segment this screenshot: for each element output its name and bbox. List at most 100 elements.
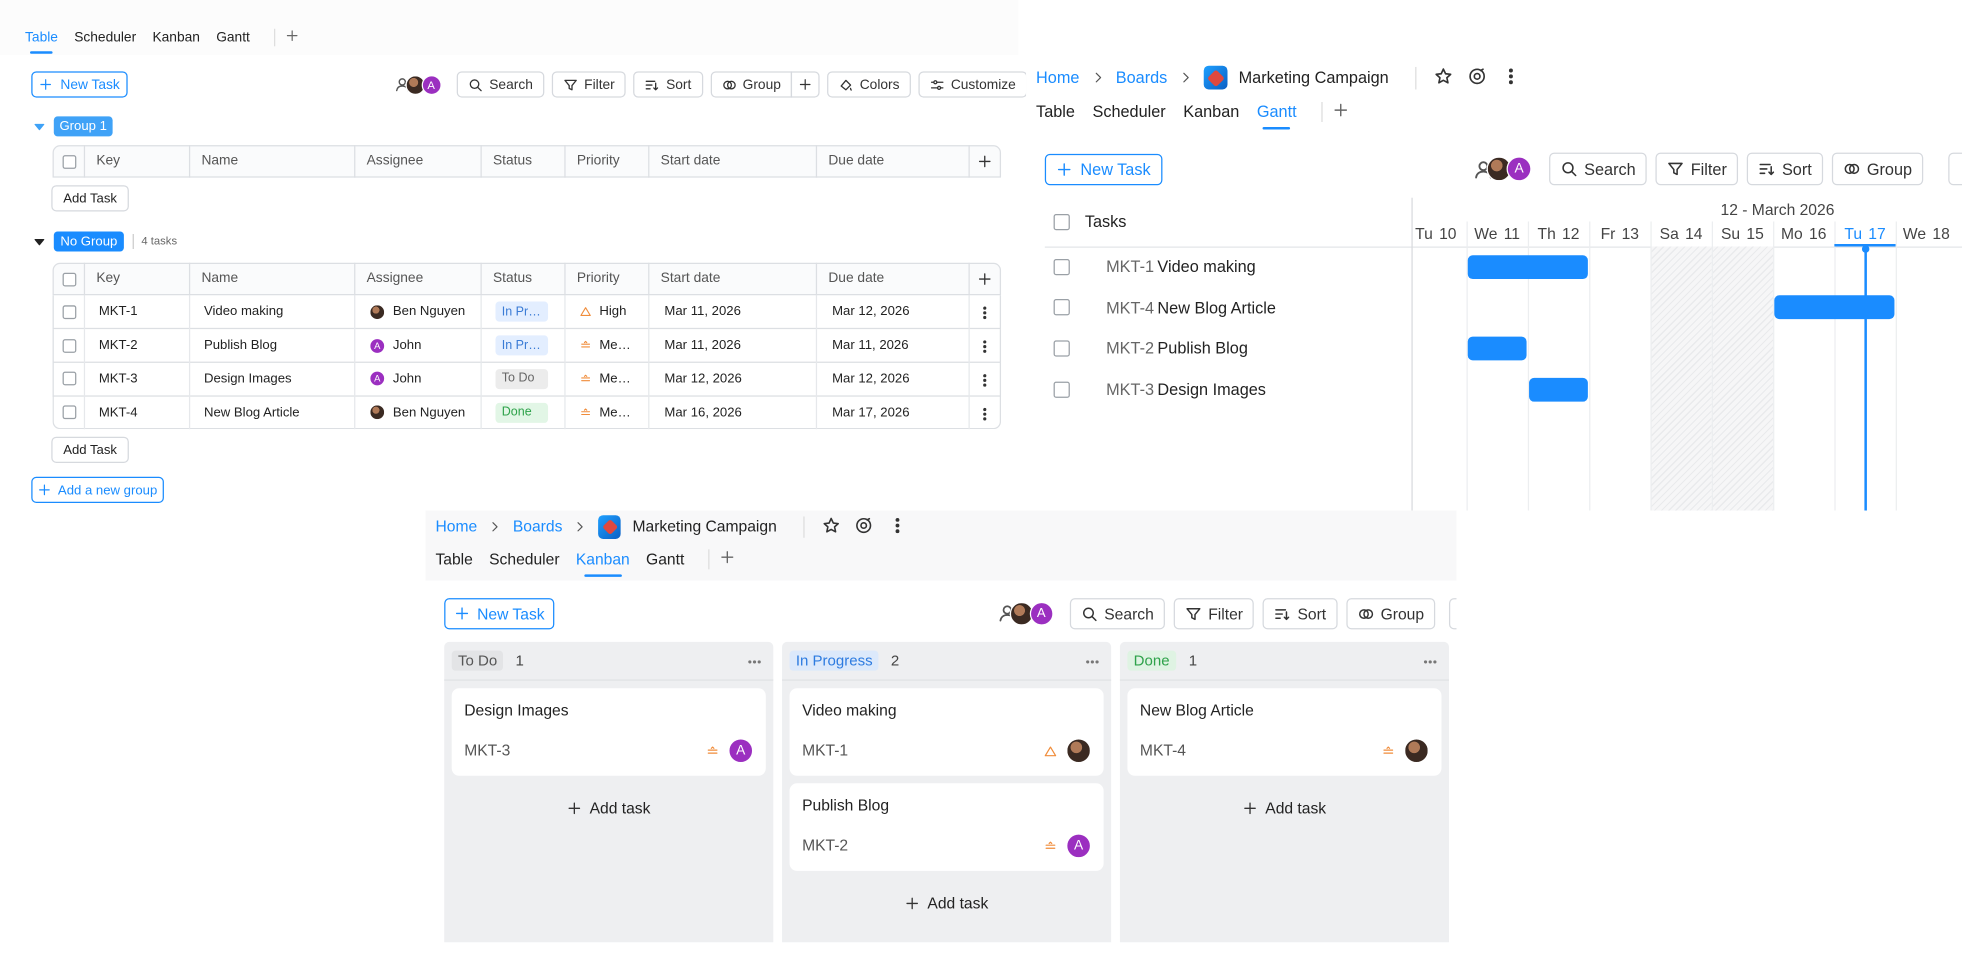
task-name: Design Images — [203, 371, 292, 387]
view-tab[interactable]: Gantt — [646, 550, 685, 569]
breadcrumb-item[interactable]: Boards — [1115, 68, 1168, 87]
board-action[interactable] — [888, 516, 906, 538]
column-menu[interactable] — [1085, 653, 1100, 668]
toolbar-label: Customize — [950, 76, 1016, 92]
toolbar-button[interactable]: Sort — [1263, 598, 1338, 630]
add-task[interactable]: Add task — [1120, 800, 1449, 817]
gantt-bar[interactable] — [1467, 254, 1588, 279]
task-card[interactable]: New Blog Article MKT-4 — [1127, 688, 1442, 776]
checkbox[interactable] — [1053, 381, 1070, 398]
add-task-button[interactable]: Add Task — [51, 436, 129, 463]
icon-caret — [33, 235, 47, 249]
new-task-label: New Task — [1080, 160, 1151, 179]
add-task-label: Add task — [927, 894, 989, 913]
board-action[interactable] — [1434, 66, 1453, 89]
column-header-line — [444, 679, 774, 681]
checkbox[interactable] — [1053, 340, 1070, 357]
gantt-bar[interactable] — [1774, 295, 1895, 320]
view-tab[interactable]: Gantt — [216, 30, 250, 46]
gantt-bar[interactable] — [1467, 336, 1527, 361]
row-menu[interactable] — [977, 371, 992, 387]
board-action[interactable] — [1468, 66, 1487, 89]
row-menu[interactable] — [977, 305, 992, 320]
toolbar-button[interactable]: Search — [1069, 598, 1166, 630]
toolbar-button[interactable]: Group — [710, 71, 793, 98]
add-group-button[interactable]: Add a new group — [31, 476, 164, 504]
today-marker — [1861, 245, 1869, 253]
toolbar-button[interactable]: Filter — [1655, 152, 1739, 186]
add-view[interactable] — [708, 549, 735, 570]
add-view[interactable] — [1321, 101, 1350, 122]
toolbar-button[interactable]: Group — [1346, 598, 1436, 630]
toolbar-button[interactable]: Sort — [1746, 152, 1824, 186]
toolbar-button[interactable]: Colors — [827, 71, 911, 98]
icon-group — [721, 77, 736, 92]
view-tab[interactable]: Scheduler — [74, 30, 137, 46]
checkbox[interactable] — [62, 338, 77, 353]
column-header: Key — [96, 153, 121, 169]
breadcrumb-item[interactable]: Home — [435, 518, 478, 536]
toolbar-button[interactable]: Customize — [918, 71, 1028, 98]
toolbar-button[interactable]: Sort — [633, 71, 703, 98]
add-task[interactable]: Add task — [782, 894, 1111, 913]
add-column[interactable] — [968, 145, 1001, 178]
add-task[interactable]: Add task — [444, 800, 773, 817]
weekday: Sa — [1659, 225, 1679, 243]
status-label: In Progress — [795, 651, 873, 670]
table-header — [52, 262, 1002, 296]
gantt-bar[interactable] — [1529, 377, 1588, 402]
add-column[interactable] — [968, 263, 1001, 296]
view-tab[interactable]: Scheduler — [489, 550, 560, 569]
breadcrumb-item[interactable]: Boards — [512, 518, 563, 536]
add-view[interactable] — [273, 28, 299, 47]
task-key: MKT-3 — [1106, 379, 1155, 399]
column-header: Start date — [660, 153, 721, 169]
view-tab[interactable]: Table — [435, 550, 473, 569]
checkbox[interactable] — [1053, 258, 1070, 275]
view-tab[interactable]: Table — [1036, 101, 1075, 121]
task-card[interactable]: Video making MKT-1 — [789, 688, 1104, 776]
add-task-button[interactable]: Add Task — [51, 185, 129, 212]
view-tab[interactable]: Gantt — [1257, 97, 1297, 130]
task-card[interactable]: Publish Blog MKT-2 A — [789, 783, 1104, 871]
toolbar-button[interactable]: Search — [1549, 152, 1647, 186]
group-chip[interactable]: No Group — [53, 231, 124, 252]
checkbox[interactable] — [62, 372, 77, 386]
new-task-button[interactable]: New Task — [1044, 153, 1163, 186]
group-chip[interactable]: Group 1 — [53, 116, 113, 137]
checkbox[interactable] — [62, 272, 77, 286]
view-tab[interactable]: Scheduler — [1092, 101, 1166, 121]
view-tab[interactable]: Kanban — [1183, 101, 1240, 121]
column-menu[interactable] — [747, 653, 762, 668]
view-tab[interactable]: Table — [25, 25, 58, 54]
toolbar-button[interactable]: Group — [1831, 152, 1924, 186]
cell-divider — [648, 295, 650, 330]
checkbox[interactable] — [62, 154, 77, 169]
checkbox[interactable] — [1053, 213, 1070, 230]
board-action[interactable] — [822, 516, 840, 538]
new-task-button[interactable]: New Task — [444, 598, 555, 630]
task-card[interactable]: Design Images MKT-3 A — [451, 688, 766, 776]
toolbar-label: Filter — [1208, 604, 1244, 623]
table-row — [52, 395, 1002, 430]
row-menu[interactable] — [977, 338, 992, 354]
toolbar-button[interactable]: Search — [456, 71, 545, 98]
checkbox[interactable] — [1053, 299, 1070, 316]
breadcrumb-item[interactable]: Home — [1036, 68, 1080, 87]
icon-plus — [567, 801, 582, 816]
view-tab[interactable]: Kanban — [152, 30, 200, 46]
group-add[interactable] — [790, 71, 820, 98]
column-menu[interactable] — [1423, 653, 1438, 668]
row-menu[interactable] — [977, 405, 992, 421]
board-action[interactable] — [1501, 66, 1520, 89]
checkbox[interactable] — [62, 305, 77, 319]
avatar-photo — [369, 303, 386, 321]
toolbar-button[interactable]: Filter — [551, 71, 627, 98]
toolbar-button[interactable]: Filter — [1173, 598, 1255, 630]
cell-divider — [968, 295, 970, 330]
checkbox[interactable] — [62, 405, 77, 420]
board-action[interactable] — [855, 516, 873, 538]
view-tab[interactable]: Kanban — [576, 546, 630, 577]
icon-filter — [1667, 160, 1685, 178]
new-task-button[interactable]: New Task — [31, 71, 128, 98]
